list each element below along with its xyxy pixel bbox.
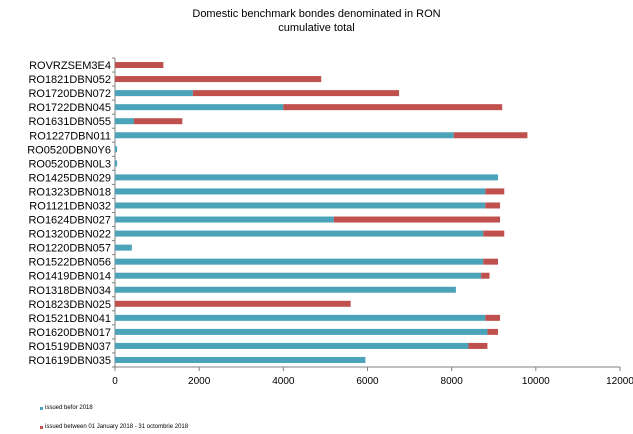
y-tick-label: RO1323DBN018 xyxy=(28,186,111,198)
chart-subtitle: cumulative total xyxy=(278,22,355,34)
bar-segment-series-1 xyxy=(115,314,486,321)
bar-segment-series-2 xyxy=(333,216,501,223)
bar-segment-series-1 xyxy=(115,118,134,125)
y-tick-label: RO1720DBN072 xyxy=(28,88,111,100)
bar-segment-series-2 xyxy=(485,188,505,195)
y-tick-label: RO1722DBN045 xyxy=(28,102,111,114)
bar-segment-series-1 xyxy=(115,104,284,111)
legend-label-series-2: issued between 01 January 2018 - 31 octo… xyxy=(45,424,189,430)
bar-segment-series-1 xyxy=(115,244,132,251)
bar-segment-series-2 xyxy=(115,76,322,83)
x-tick-label: 10000 xyxy=(522,376,550,387)
bar-segment-series-2 xyxy=(115,62,164,69)
y-tick-label: RO1620DBN017 xyxy=(28,327,111,339)
y-tick-label: RO1318DBN034 xyxy=(28,285,111,297)
bar-segment-series-1 xyxy=(115,216,334,223)
legend-label-series-1: issued befor 2018 xyxy=(45,405,93,411)
y-tick-label: RO1227DBN011 xyxy=(29,130,111,142)
bar-segment-series-2 xyxy=(133,118,183,125)
y-tick-label: RO1220DBN057 xyxy=(28,243,111,255)
bar-segment-series-2 xyxy=(115,300,351,307)
bar-segment-series-2 xyxy=(485,314,501,321)
y-tick-label: RO1521DBN041 xyxy=(28,313,111,325)
y-tick-label: RO1522DBN056 xyxy=(28,257,111,269)
bar-segment-series-2 xyxy=(283,104,503,111)
bar-segment-series-1 xyxy=(115,160,118,167)
bar-segment-series-1 xyxy=(115,146,118,153)
bar-segment-series-1 xyxy=(115,272,482,279)
y-tick-label: RO1519DBN037 xyxy=(28,341,111,353)
bar-segment-series-1 xyxy=(115,258,484,265)
bar-segment-series-1 xyxy=(115,188,486,195)
x-tick-label: 8000 xyxy=(441,376,464,387)
bar-segment-series-1 xyxy=(115,356,366,363)
bar-segment-series-2 xyxy=(483,230,505,237)
legend-item-series-2: issued between 01 January 2018 - 31 octo… xyxy=(40,424,188,430)
y-tick-label: RO1624DBN027 xyxy=(28,215,111,227)
y-tick-label: RO1419DBN014 xyxy=(28,271,111,283)
bar-segment-series-1 xyxy=(115,132,454,139)
chart-title: Domestic benchmark bondes denominated in… xyxy=(192,8,441,20)
legend-item-series-1: issued befor 2018 xyxy=(40,405,93,411)
y-tick-label: RO1425DBN029 xyxy=(28,172,111,184)
y-tick-label: RO0520DBN0L3 xyxy=(28,158,111,170)
bar-segment-series-2 xyxy=(481,272,490,279)
bar-segment-series-2 xyxy=(487,328,498,335)
y-tick-label: RO1631DBN055 xyxy=(28,116,111,128)
legend-swatch-series-1 xyxy=(40,406,43,410)
x-tick-label: 2000 xyxy=(188,376,211,387)
x-tick-label: 0 xyxy=(112,376,118,387)
bar-segment-series-2 xyxy=(468,342,488,349)
bar-segment-series-2 xyxy=(192,90,400,97)
y-tick-label: RO1823DBN025 xyxy=(28,299,111,311)
bar-segment-series-1 xyxy=(115,328,488,335)
bar-segment-series-2 xyxy=(485,202,501,209)
bar-segment-series-2 xyxy=(483,258,498,265)
y-tick-label: RO1821DBN052 xyxy=(28,74,111,86)
y-tick-label: RO1121DBN032 xyxy=(29,200,111,212)
x-tick-label: 4000 xyxy=(272,376,295,387)
y-tick-label: RO1320DBN022 xyxy=(28,229,111,241)
x-tick-label: 12000 xyxy=(606,376,633,387)
bar-segment-series-1 xyxy=(115,90,193,97)
x-tick-label: 6000 xyxy=(356,376,379,387)
y-tick-label: ROVRZSEM3E4 xyxy=(29,60,111,72)
chart-title-block: Domestic benchmark bondes denominated in… xyxy=(0,7,633,35)
bar-segment-series-1 xyxy=(115,202,486,209)
legend-swatch-series-2 xyxy=(40,425,43,429)
bar-segment-series-1 xyxy=(115,230,484,237)
bar-segment-series-1 xyxy=(115,342,469,349)
bar-segment-series-1 xyxy=(115,174,498,181)
y-tick-label: RO0520DBN0Y6 xyxy=(27,144,111,156)
bar-segment-series-1 xyxy=(115,286,456,293)
y-tick-label: RO1619DBN035 xyxy=(28,355,111,367)
bar-segment-series-2 xyxy=(453,132,528,139)
